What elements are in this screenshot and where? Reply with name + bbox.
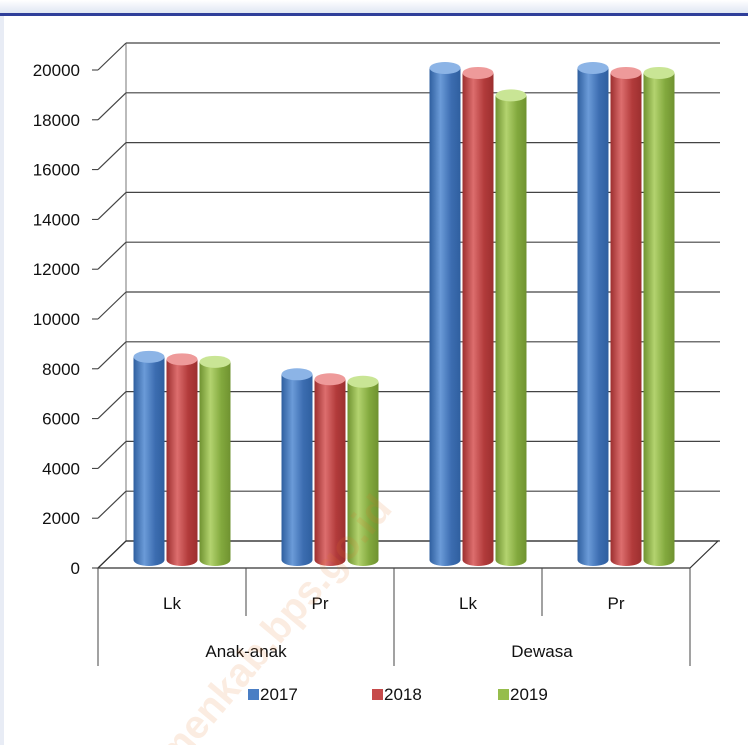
bar-body xyxy=(199,361,231,566)
gridline-depth xyxy=(97,191,127,220)
y-tick-label: 10000 xyxy=(33,310,80,329)
bar-2017-3 xyxy=(429,62,461,566)
bar-top-cap xyxy=(133,350,165,363)
gridline-depth xyxy=(97,42,127,71)
bar-2019-3 xyxy=(495,89,527,566)
x-axis: Lk Pr Lk Pr Anak-anak Dewasa xyxy=(97,568,691,666)
legend-label: 2018 xyxy=(384,685,422,704)
x-category-label: Lk xyxy=(163,594,181,613)
y-tick-label: 8000 xyxy=(42,360,80,379)
floor-plane xyxy=(96,540,720,569)
bar-2017-1 xyxy=(133,350,165,566)
chart-legend: 2017 2018 2019 xyxy=(248,685,548,704)
x-category-label: Pr xyxy=(312,594,329,613)
bar-body xyxy=(166,359,198,566)
legend-item-2018: 2018 xyxy=(372,685,422,704)
bar-2019-1 xyxy=(199,355,231,566)
bar-top-cap xyxy=(199,355,231,368)
bar-2017-4 xyxy=(577,62,609,566)
bar-body xyxy=(429,68,461,566)
gridline-depth xyxy=(97,490,127,519)
legend-swatch xyxy=(498,689,509,700)
bar-2018-3 xyxy=(462,66,494,566)
legend-label: 2017 xyxy=(260,685,298,704)
legend-item-2019: 2019 xyxy=(498,685,548,704)
bar-body xyxy=(643,72,675,566)
legend-swatch xyxy=(372,689,383,700)
y-tick-label: 18000 xyxy=(33,111,80,130)
x-category-label: Pr xyxy=(608,594,625,613)
bar-top-cap xyxy=(314,373,346,386)
x-group-label: Dewasa xyxy=(511,642,573,661)
x-category-label: Lk xyxy=(459,594,477,613)
bar-2019-2 xyxy=(347,375,379,566)
bar-body xyxy=(577,68,609,566)
bar-body xyxy=(314,379,346,566)
y-tick-label: 0 xyxy=(71,559,80,578)
bar-top-cap xyxy=(462,66,494,79)
bar-body xyxy=(133,356,165,566)
chart-bars xyxy=(133,62,675,566)
bar-body xyxy=(462,72,494,566)
y-tick-label: 16000 xyxy=(33,161,80,180)
x-group-label: Anak-anak xyxy=(205,642,287,661)
bar-top-cap xyxy=(166,353,198,366)
bar-2018-4 xyxy=(610,66,642,566)
bar-top-cap xyxy=(643,66,675,79)
bar-2018-1 xyxy=(166,353,198,566)
bar-body xyxy=(347,381,379,566)
bar-2019-4 xyxy=(643,66,675,566)
gridline-depth xyxy=(97,440,127,469)
window-top-frame xyxy=(0,0,748,16)
legend-item-2017: 2017 xyxy=(248,685,298,704)
chart-floor xyxy=(96,540,720,569)
gridline-depth xyxy=(97,391,127,420)
y-tick-label: 6000 xyxy=(42,410,80,429)
bar-top-cap xyxy=(577,62,609,74)
y-tick-label: 2000 xyxy=(42,509,80,528)
y-tick-label: 4000 xyxy=(42,459,80,478)
bar-top-cap xyxy=(429,62,461,74)
bar-top-cap xyxy=(347,375,379,388)
bar-body xyxy=(610,72,642,566)
bar-top-cap xyxy=(281,368,313,381)
bar-2017-2 xyxy=(281,368,313,566)
y-tick-label: 20000 xyxy=(33,61,80,80)
window-left-frame xyxy=(0,16,4,745)
bar-top-cap xyxy=(610,66,642,79)
gridline-depth xyxy=(97,241,127,270)
bar-top-cap xyxy=(495,89,527,102)
legend-label: 2019 xyxy=(510,685,548,704)
gridline-depth xyxy=(97,291,127,320)
y-tick-label: 14000 xyxy=(33,210,80,229)
y-tick-label: 12000 xyxy=(33,260,80,279)
legend-swatch xyxy=(248,689,259,700)
gridline-depth xyxy=(97,142,127,171)
gridline-depth xyxy=(97,92,127,121)
bar-body xyxy=(495,95,527,566)
bar-2018-2 xyxy=(314,373,346,566)
bar-body xyxy=(281,374,313,566)
gridline-depth xyxy=(97,341,127,370)
y-axis: 0 2000 4000 6000 8000 10000 12000 14000 16000 180… xyxy=(33,61,98,578)
